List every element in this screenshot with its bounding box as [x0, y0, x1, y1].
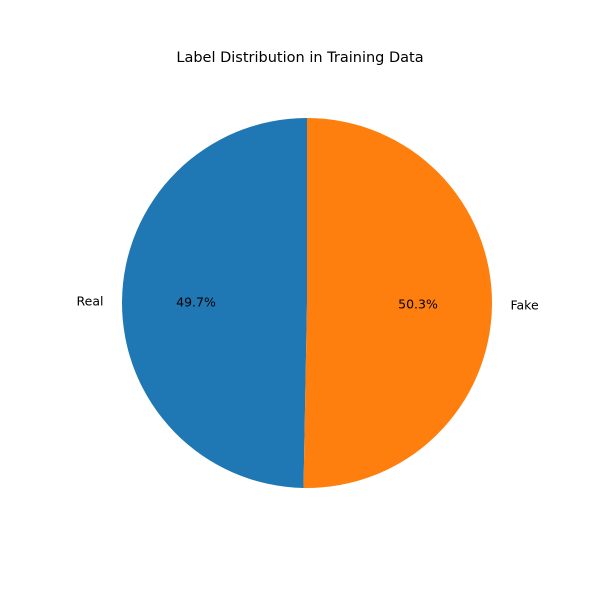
pie-slice-fake [303, 118, 492, 488]
slice-label-fake: Fake [510, 297, 538, 312]
pie-slice-real [121, 118, 307, 488]
slice-percent-fake: 50.3% [398, 297, 438, 312]
slice-percent-real: 49.7% [176, 294, 216, 309]
slice-label-real: Real [77, 294, 104, 309]
chart-title: Label Distribution in Training Data [176, 50, 424, 66]
